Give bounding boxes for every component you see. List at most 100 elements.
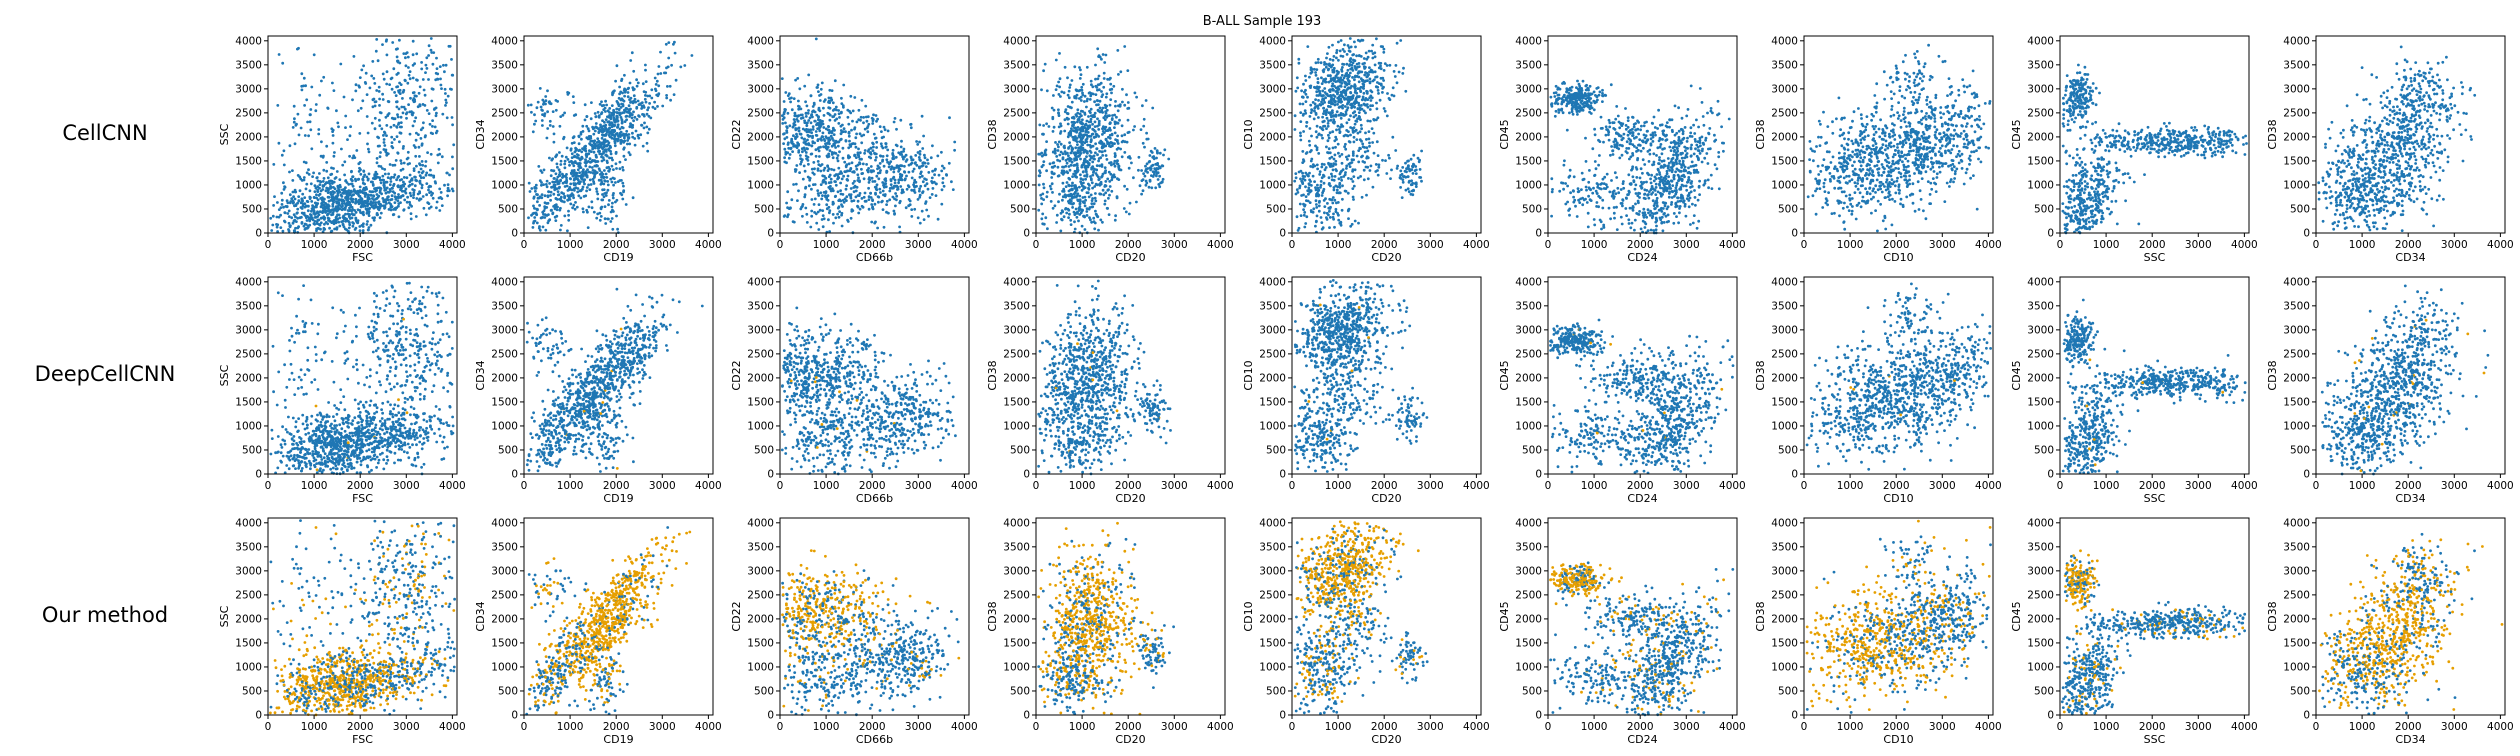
scatter-point	[637, 114, 640, 117]
scatter-point	[576, 172, 579, 175]
scatter-point	[657, 73, 660, 76]
scatter-point	[781, 122, 784, 125]
scatter-point	[607, 129, 610, 132]
scatter-point	[1099, 107, 1102, 110]
scatter-point	[923, 154, 926, 157]
scatter-point	[655, 83, 658, 86]
scatter-point	[918, 196, 921, 199]
scatter-point	[669, 85, 672, 88]
scatter-point	[1116, 197, 1119, 200]
scatter-point	[834, 146, 837, 149]
scatter-point	[556, 166, 559, 169]
scatter-point	[550, 159, 553, 162]
scatter-point	[351, 98, 354, 101]
scatter-point	[1142, 142, 1145, 145]
scatter-point	[438, 209, 441, 212]
scatter-point	[1068, 86, 1071, 89]
scatter-point	[648, 128, 651, 131]
scatter-point	[303, 77, 306, 80]
scatter-point	[873, 133, 876, 136]
scatter-point	[1337, 41, 1340, 44]
scatter-point	[867, 125, 870, 128]
scatter-point	[326, 181, 329, 184]
scatter-point	[365, 72, 368, 75]
scatter-point	[415, 215, 418, 218]
scatter-point	[385, 38, 388, 41]
scatter-point	[927, 171, 930, 174]
scatter-point	[1085, 155, 1088, 158]
y-tick-label: 500	[498, 203, 518, 215]
scatter-point	[611, 181, 614, 184]
scatter-point	[1058, 52, 1061, 55]
scatter-point	[427, 54, 430, 57]
scatter-point	[1366, 79, 1369, 82]
scatter-point	[579, 175, 582, 178]
scatter-point	[789, 147, 792, 150]
scatter-point	[401, 97, 404, 100]
scatter-point	[837, 109, 840, 112]
scatter-point	[612, 197, 615, 200]
scatter-point	[1332, 59, 1335, 62]
scatter-point	[594, 160, 597, 163]
scatter-point	[809, 226, 812, 229]
scatter-point	[601, 175, 604, 178]
scatter-point	[323, 228, 326, 231]
scatter-point	[804, 207, 807, 210]
scatter-point	[874, 159, 877, 162]
scatter-point	[435, 107, 438, 110]
scatter-point	[272, 163, 275, 166]
scatter-point	[927, 215, 930, 218]
scatter-point	[396, 135, 399, 138]
scatter-point	[353, 55, 356, 58]
scatter-point	[629, 82, 632, 85]
scatter-point	[879, 154, 882, 157]
scatter-point	[294, 142, 297, 145]
scatter-point	[600, 100, 603, 103]
scatter-point	[622, 148, 625, 151]
scatter-point	[894, 192, 897, 195]
scatter-point	[871, 198, 874, 201]
scatter-point	[875, 175, 878, 178]
scatter-point	[1084, 228, 1087, 231]
scatter-point	[586, 168, 589, 171]
scatter-point	[656, 80, 659, 83]
scatter-point	[1091, 181, 1094, 184]
scatter-point	[628, 151, 631, 154]
scatter-point	[386, 54, 389, 57]
scatter-point	[375, 38, 378, 41]
y-tick-label: 2000	[1003, 131, 1030, 143]
y-tick-label: 3500	[1003, 59, 1030, 71]
scatter-point	[644, 69, 647, 72]
y-tick-label: 4000	[747, 35, 774, 47]
scatter-point	[336, 226, 339, 229]
scatter-point	[614, 181, 617, 184]
scatter-point	[1315, 68, 1318, 71]
scatter-point	[1321, 116, 1324, 119]
scatter-point	[898, 165, 901, 168]
scatter-point	[315, 103, 318, 106]
scatter-point	[795, 183, 798, 186]
scatter-point	[309, 120, 312, 123]
scatter-point	[1073, 193, 1076, 196]
scatter-point	[418, 155, 421, 158]
x-tick-label: 1000	[557, 239, 584, 251]
scatter-point	[812, 183, 815, 186]
scatter-point	[550, 174, 553, 177]
scatter-point	[810, 153, 813, 156]
scatter-point	[601, 188, 604, 191]
scatter-point	[347, 183, 350, 186]
scatter-point	[621, 166, 624, 169]
scatter-point	[847, 116, 850, 119]
scatter-point	[316, 189, 319, 192]
scatter-point	[362, 64, 365, 67]
scatter-point	[1301, 96, 1304, 99]
scatter-point	[1108, 127, 1111, 130]
scatter-point	[646, 142, 649, 145]
scatter-point	[555, 172, 558, 175]
scatter-point	[615, 152, 618, 155]
scatter-point	[1316, 94, 1319, 97]
scatter-point	[626, 143, 629, 146]
scatter-point	[409, 70, 412, 73]
scatter-point	[415, 78, 418, 81]
scatter-point	[309, 216, 312, 219]
